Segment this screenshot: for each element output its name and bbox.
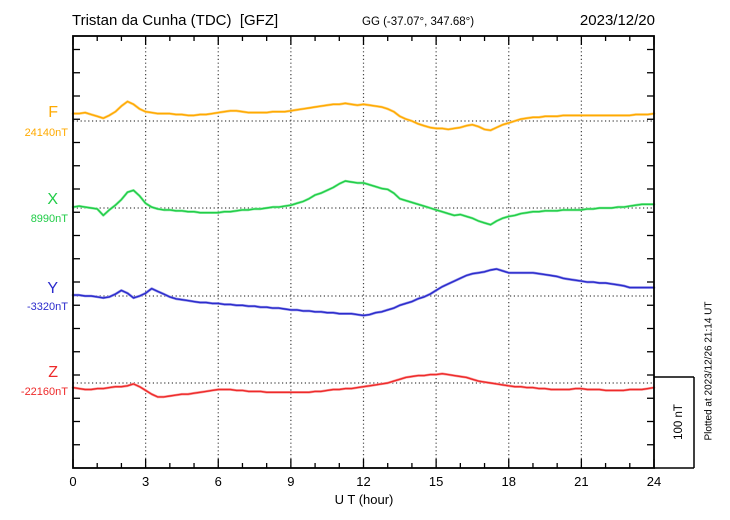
station-title: Tristan da Cunha (TDC) [GFZ] bbox=[72, 12, 279, 29]
series-base-value-Y: -3320nT bbox=[27, 301, 68, 313]
x-axis-title: U T (hour) bbox=[334, 492, 394, 507]
trace-F bbox=[72, 100, 655, 132]
series-base-value-X: 8990nT bbox=[30, 213, 68, 225]
trace-Y bbox=[72, 268, 655, 317]
trace-halo-X bbox=[71, 179, 656, 226]
trace-X bbox=[72, 180, 655, 226]
x-tick-label-9: 9 bbox=[287, 474, 295, 489]
x-tick-label-18: 18 bbox=[501, 474, 516, 489]
x-tick-label-12: 12 bbox=[356, 474, 371, 489]
x-tick-label-15: 15 bbox=[428, 474, 444, 489]
x-tick-label-3: 3 bbox=[142, 474, 150, 489]
x-tick-label-0: 0 bbox=[69, 474, 77, 489]
series-base-value-F: 24140nT bbox=[24, 127, 68, 139]
x-tick-label-21: 21 bbox=[574, 474, 589, 489]
series-label-F: F bbox=[48, 104, 58, 121]
plotted-at-note: Plotted at 2023/12/26 21:14 UT bbox=[703, 301, 715, 441]
plot-date: 2023/12/20 bbox=[579, 12, 655, 29]
x-tick-label-6: 6 bbox=[214, 474, 222, 489]
series-label-Z: Z bbox=[48, 364, 58, 381]
x-tick-label-24: 24 bbox=[646, 474, 662, 489]
geographic-coordinates: GG (-37.07°, 347.68°) bbox=[362, 16, 475, 28]
series-label-Y: Y bbox=[47, 280, 58, 297]
trace-Z bbox=[72, 373, 655, 398]
series-base-value-Z: -22160nT bbox=[20, 386, 68, 398]
scale-bar-label: 100 nT bbox=[673, 404, 685, 440]
series-label-X: X bbox=[47, 191, 58, 208]
